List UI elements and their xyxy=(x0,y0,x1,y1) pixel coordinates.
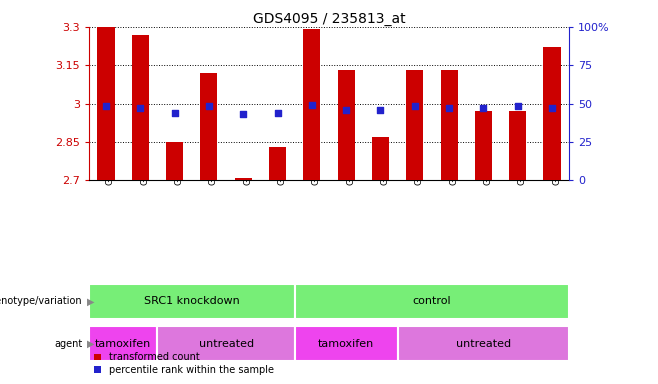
Bar xyxy=(157,326,295,361)
Point xyxy=(101,103,111,109)
Text: GSM709772: GSM709772 xyxy=(243,131,252,185)
Bar xyxy=(295,284,569,319)
Text: control: control xyxy=(413,296,451,306)
Bar xyxy=(475,111,492,180)
Text: ▶: ▶ xyxy=(87,296,94,306)
Text: tamoxifen: tamoxifen xyxy=(95,339,151,349)
Text: SRC1 knockdown: SRC1 knockdown xyxy=(144,296,240,306)
Point xyxy=(443,104,454,111)
Point xyxy=(238,111,249,117)
Text: GSM709774: GSM709774 xyxy=(518,131,526,185)
Text: ▶: ▶ xyxy=(87,339,94,349)
Point xyxy=(341,107,351,113)
Bar xyxy=(372,137,389,180)
Bar xyxy=(303,30,320,180)
Point xyxy=(169,109,180,116)
Point xyxy=(307,102,317,108)
Point xyxy=(204,103,215,109)
Text: GSM709777: GSM709777 xyxy=(415,130,424,185)
Legend: transformed count, percentile rank within the sample: transformed count, percentile rank withi… xyxy=(93,353,274,375)
Text: GSM709771: GSM709771 xyxy=(209,130,218,185)
Bar xyxy=(97,27,114,180)
Bar xyxy=(269,147,286,180)
Bar xyxy=(89,326,157,361)
Text: tamoxifen: tamoxifen xyxy=(318,339,374,349)
Text: GSM709769: GSM709769 xyxy=(140,130,149,185)
Bar xyxy=(406,70,423,180)
Text: GSM709775: GSM709775 xyxy=(278,130,286,185)
Point xyxy=(478,104,489,111)
Bar xyxy=(89,284,295,319)
Text: GSM709768: GSM709768 xyxy=(380,130,390,185)
Text: GDS4095 / 235813_at: GDS4095 / 235813_at xyxy=(253,12,405,25)
Point xyxy=(513,103,523,109)
Point xyxy=(375,107,386,113)
Text: GSM709773: GSM709773 xyxy=(484,130,492,185)
Bar xyxy=(440,70,458,180)
Bar xyxy=(235,178,252,180)
Bar xyxy=(295,326,397,361)
Bar xyxy=(544,47,561,180)
Text: GSM709764: GSM709764 xyxy=(312,131,321,185)
Point xyxy=(547,104,557,111)
Text: GSM709767: GSM709767 xyxy=(106,130,115,185)
Text: genotype/variation: genotype/variation xyxy=(0,296,82,306)
Text: untreated: untreated xyxy=(456,339,511,349)
Bar xyxy=(509,111,526,180)
Bar xyxy=(166,142,183,180)
Text: GSM709770: GSM709770 xyxy=(449,130,458,185)
Point xyxy=(135,104,145,111)
Text: GSM709765: GSM709765 xyxy=(174,130,184,185)
Point xyxy=(409,103,420,109)
Bar xyxy=(338,70,355,180)
Bar xyxy=(132,35,149,180)
Bar xyxy=(200,73,218,180)
Bar xyxy=(397,326,569,361)
Text: GSM709766: GSM709766 xyxy=(346,130,355,185)
Point xyxy=(272,109,283,116)
Text: GSM709776: GSM709776 xyxy=(552,130,561,185)
Text: agent: agent xyxy=(54,339,82,349)
Text: untreated: untreated xyxy=(199,339,253,349)
